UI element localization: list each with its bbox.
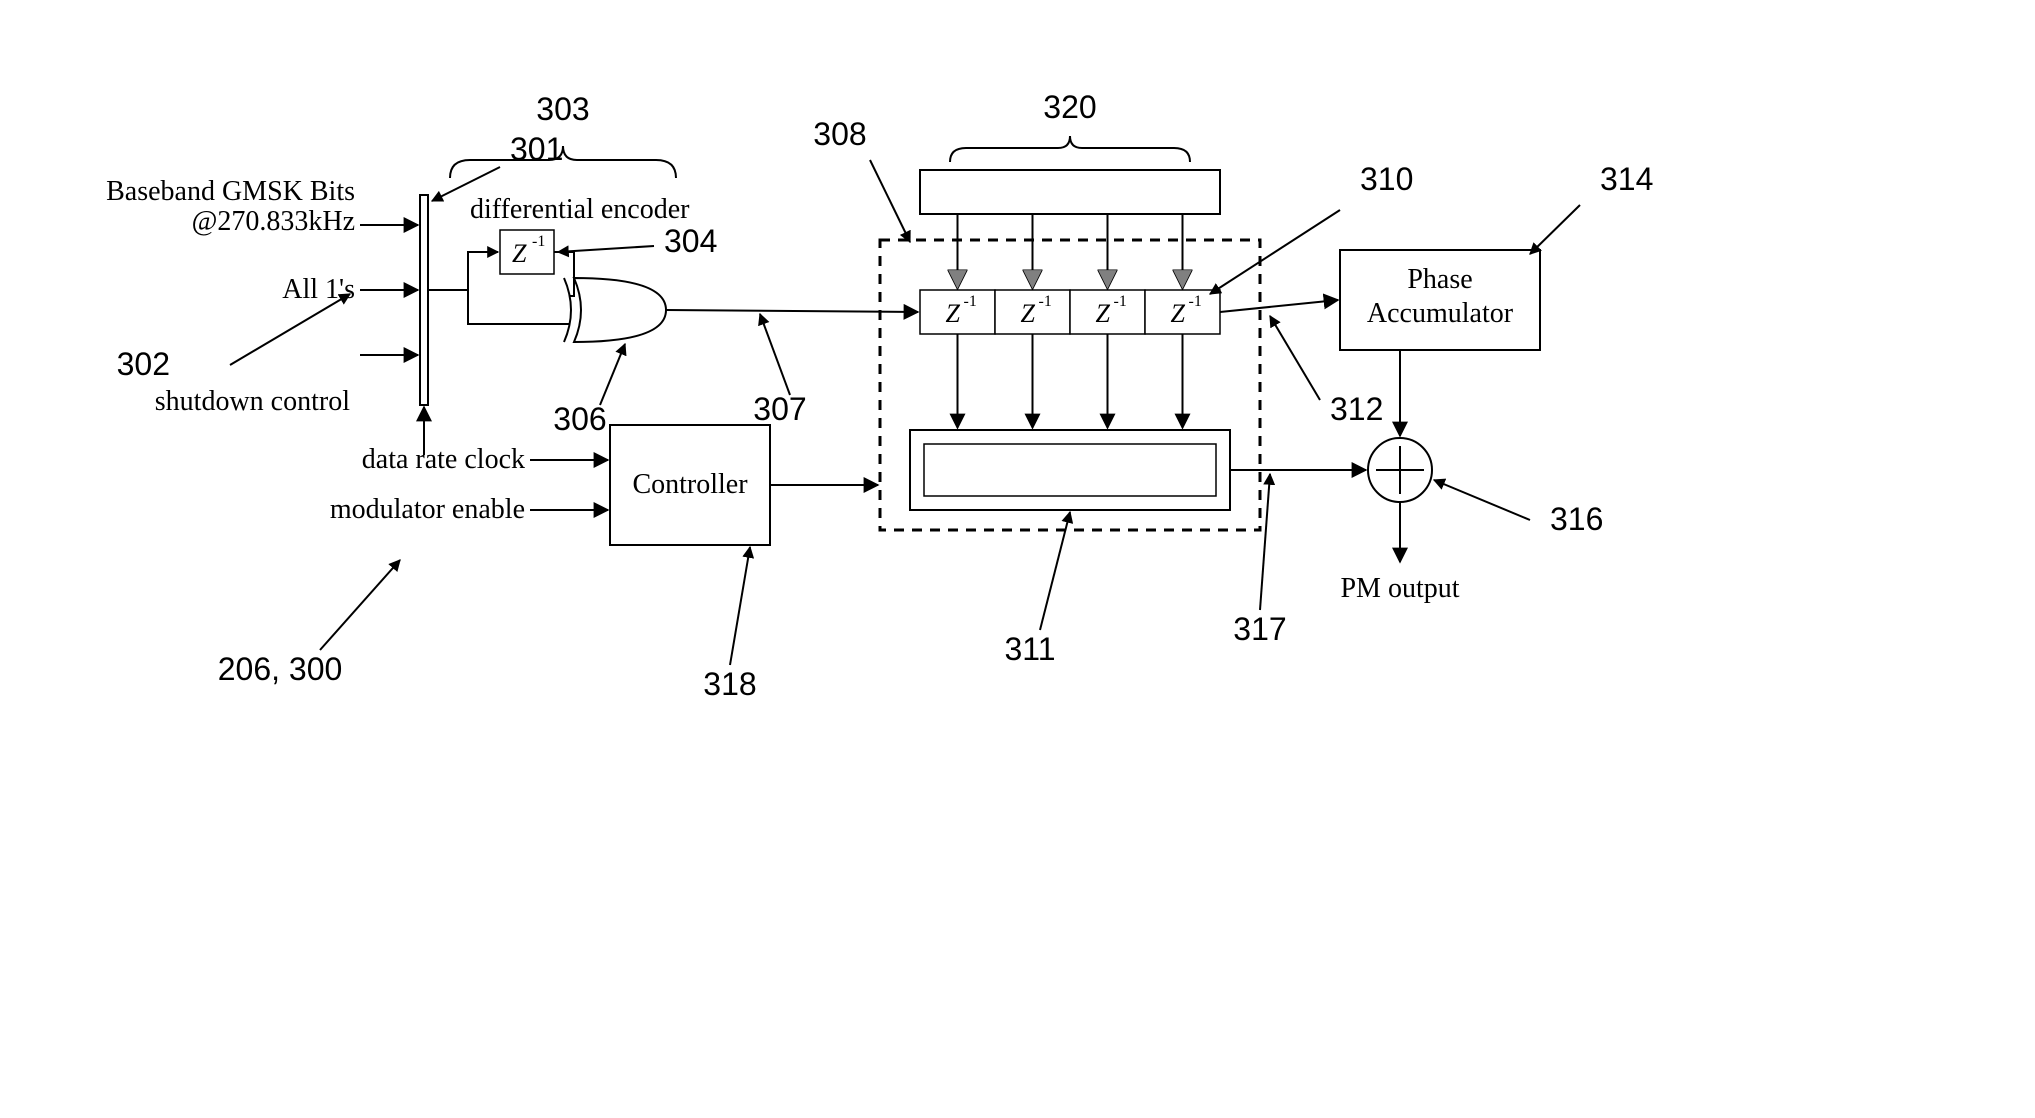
label-pm-output: PM output <box>1340 573 1459 604</box>
svg-text:308: 308 <box>813 116 866 152</box>
controller-block: Controller data rate clock modulator ena… <box>330 425 878 545</box>
svg-text:-1: -1 <box>532 233 545 250</box>
wire-312 <box>1220 300 1338 312</box>
svg-text:320: 320 <box>1043 89 1096 125</box>
svg-text:311: 311 <box>1004 631 1055 667</box>
svg-text:316: 316 <box>1550 501 1603 537</box>
brace-320 <box>950 136 1190 162</box>
svg-text:Z: Z <box>512 239 527 268</box>
phase-acc-l2: Accumulator <box>1367 298 1514 329</box>
block-320 <box>920 170 1220 214</box>
svg-text:Z: Z <box>1171 299 1186 328</box>
svg-text:304: 304 <box>664 223 717 259</box>
phase-acc-l1: Phase <box>1407 264 1472 295</box>
svg-text:317: 317 <box>1233 611 1286 647</box>
svg-text:302: 302 <box>117 346 170 382</box>
svg-text:Z: Z <box>1096 299 1111 328</box>
shiftreg-to-lut-arrows <box>958 334 1183 428</box>
svg-text:314: 314 <box>1600 161 1653 197</box>
label-diff-encoder: differential encoder <box>470 194 690 225</box>
mux-selector <box>420 195 428 405</box>
controller-label: Controller <box>632 469 748 500</box>
svg-text:310: 310 <box>1360 161 1413 197</box>
label-baseband-l2: @270.833kHz <box>192 206 355 237</box>
adder-316 <box>1368 438 1432 502</box>
label-all1s: All 1's <box>282 274 355 305</box>
block-311-inner <box>924 444 1216 496</box>
svg-text:Z: Z <box>946 299 961 328</box>
label-moden: modulator enable <box>330 494 525 525</box>
svg-text:-1: -1 <box>1189 293 1202 310</box>
svg-text:307: 307 <box>753 391 806 427</box>
svg-text:318: 318 <box>703 666 756 702</box>
svg-text:-1: -1 <box>964 293 977 310</box>
label-datarate: data rate clock <box>362 444 525 475</box>
shift-register: Z-1Z-1Z-1Z-1 <box>920 290 1220 334</box>
svg-text:206, 300: 206, 300 <box>218 651 343 687</box>
svg-text:303: 303 <box>536 91 589 127</box>
input-wires <box>360 225 424 455</box>
load-arrows <box>958 214 1183 288</box>
svg-text:301: 301 <box>510 131 563 167</box>
svg-text:-1: -1 <box>1114 293 1127 310</box>
label-baseband-l1: Baseband GMSK Bits <box>106 176 355 207</box>
svg-text:Z: Z <box>1021 299 1036 328</box>
label-shutdown: shutdown control <box>155 386 350 417</box>
svg-text:-1: -1 <box>1039 293 1052 310</box>
svg-text:306: 306 <box>553 401 606 437</box>
svg-text:312: 312 <box>1330 391 1383 427</box>
